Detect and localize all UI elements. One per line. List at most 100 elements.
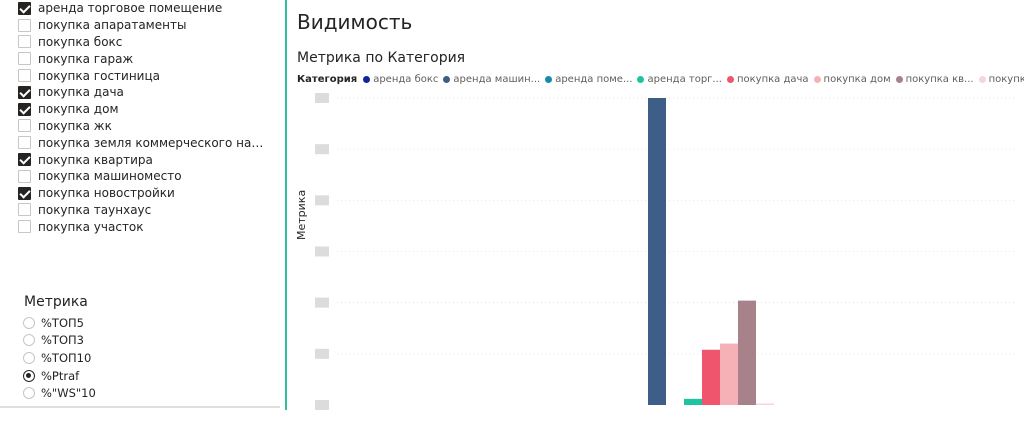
metric-label: %ТОП10	[41, 350, 92, 365]
category-item[interactable]: покупка земля коммерческого назначе...	[18, 134, 268, 151]
metric-option[interactable]: %Ptraf	[23, 367, 96, 385]
legend-item[interactable]: покупка кв...	[895, 74, 974, 85]
legend-dot-icon	[545, 76, 553, 83]
category-item[interactable]: покупка гостиница	[18, 67, 268, 84]
checkbox-unchecked[interactable]	[18, 69, 31, 83]
checkbox-unchecked[interactable]	[18, 136, 31, 150]
legend-item[interactable]: покупка дом	[813, 74, 891, 85]
radio-selected[interactable]	[23, 369, 35, 382]
metric-label: %"WS"10	[41, 386, 96, 401]
y-tick-label-blurred	[315, 93, 329, 103]
category-label: покупка машиноместо	[38, 169, 182, 184]
category-label: покупка земля коммерческого назначе...	[38, 135, 268, 150]
y-tick-label-blurred	[315, 246, 329, 257]
category-filter-panel: аренда торговое помещение покупка апарата…	[0, 0, 280, 424]
category-item[interactable]: покупка бокс	[18, 34, 268, 51]
category-item[interactable]: покупка участок	[18, 218, 268, 235]
category-label: покупка новостройки	[38, 186, 175, 201]
category-item[interactable]: аренда торговое помещение	[18, 0, 268, 17]
checkbox-unchecked[interactable]	[18, 220, 31, 234]
legend-item[interactable]: аренда бокс	[363, 74, 438, 85]
metric-label: %ТОП3	[41, 333, 84, 348]
legend-dot-icon	[637, 76, 645, 83]
legend-item[interactable]: покупка н...	[978, 74, 1024, 85]
visibility-visual[interactable]: Видимость Метрика по Категория Категория…	[287, 0, 1024, 424]
category-label: покупка участок	[38, 219, 144, 234]
radio-unselected[interactable]	[23, 316, 35, 329]
metric-option[interactable]: %ТОП10	[23, 349, 96, 367]
radio-unselected[interactable]	[23, 387, 35, 400]
category-checkbox-list: аренда торговое помещение покупка апарата…	[18, 0, 268, 235]
legend-label: покупка дом	[823, 74, 891, 85]
metric-option[interactable]: %"WS"10	[23, 384, 96, 402]
category-item[interactable]: покупка машиноместо	[18, 168, 268, 185]
bar[interactable]	[702, 349, 720, 405]
category-label: покупка гараж	[38, 51, 134, 66]
radio-unselected[interactable]	[23, 334, 35, 347]
y-tick-label-blurred	[315, 348, 329, 359]
legend-label: аренда машин...	[453, 74, 541, 85]
metric-label: %Ptraf	[41, 368, 80, 383]
category-item[interactable]: покупка жк	[18, 118, 268, 135]
metric-option[interactable]: %ТОП3	[23, 332, 96, 350]
legend-dot-icon	[895, 76, 903, 83]
category-item[interactable]: покупка гараж	[18, 50, 268, 67]
checkbox-unchecked[interactable]	[18, 169, 31, 183]
checkbox-checked[interactable]	[18, 1, 31, 15]
category-item[interactable]: покупка дом	[18, 101, 268, 118]
chart-legend: Категория аренда бокс аренда машин... арен…	[297, 74, 1024, 85]
category-label: покупка гостиница	[38, 68, 160, 83]
category-label: покупка жк	[38, 118, 112, 133]
category-label: покупка дача	[38, 85, 124, 100]
metric-option[interactable]: %ТОП5	[23, 314, 96, 332]
category-label: покупка дом	[38, 102, 119, 117]
category-label: покупка квартира	[38, 152, 153, 167]
checkbox-unchecked[interactable]	[18, 119, 31, 133]
bar[interactable]	[684, 398, 702, 405]
y-tick-label-blurred	[315, 195, 329, 206]
category-item[interactable]: покупка апаратаменты	[18, 17, 268, 34]
bar-chart[interactable]	[287, 86, 1024, 410]
y-tick-label-blurred	[315, 400, 329, 410]
category-item[interactable]: покупка квартира	[18, 151, 268, 168]
legend-label: покупка кв...	[905, 74, 974, 85]
legend-label: покупка н...	[988, 74, 1024, 85]
checkbox-unchecked[interactable]	[18, 52, 31, 66]
legend-dot-icon	[726, 76, 734, 83]
radio-unselected[interactable]	[23, 351, 35, 364]
bar[interactable]	[738, 300, 756, 405]
legend-label: аренда торг...	[647, 74, 722, 85]
y-tick-label-blurred	[315, 297, 329, 308]
checkbox-checked[interactable]	[18, 102, 31, 116]
visual-divider	[285, 0, 287, 410]
legend-item[interactable]: аренда поме...	[545, 74, 632, 85]
bar[interactable]	[756, 403, 774, 405]
category-item[interactable]: покупка таунхаус	[18, 202, 268, 219]
legend-item[interactable]: аренда торг...	[637, 74, 722, 85]
category-item[interactable]: покупка дача	[18, 84, 268, 101]
metric-label: %ТОП5	[41, 315, 84, 330]
legend-label: покупка дача	[736, 74, 809, 85]
category-label: покупка апаратаменты	[38, 18, 187, 33]
metric-radio-list: %ТОП5 %ТОП3 %ТОП10 %Ptraf %"WS"10	[23, 314, 96, 402]
y-tick-label-blurred	[315, 144, 329, 155]
checkbox-unchecked[interactable]	[18, 35, 31, 49]
bar[interactable]	[720, 343, 738, 405]
checkbox-checked[interactable]	[18, 186, 31, 200]
checkbox-unchecked[interactable]	[18, 18, 31, 32]
legend-item[interactable]: аренда машин...	[443, 74, 540, 85]
checkbox-checked[interactable]	[18, 85, 31, 99]
legend-dot-icon	[813, 76, 821, 83]
checkbox-unchecked[interactable]	[18, 203, 31, 217]
legend-label: аренда поме...	[555, 74, 633, 85]
checkbox-checked[interactable]	[18, 153, 31, 167]
category-item[interactable]: покупка новостройки	[18, 185, 268, 202]
legend-label: аренда бокс	[373, 74, 439, 85]
metric-filter-title: Метрика	[24, 294, 88, 310]
bar[interactable]	[648, 98, 666, 405]
category-label: аренда торговое помещение	[38, 1, 223, 16]
legend-item[interactable]: покупка дача	[726, 74, 809, 85]
legend-title: Категория	[297, 74, 358, 85]
category-label: покупка таунхаус	[38, 202, 152, 217]
legend-dot-icon	[363, 76, 371, 83]
